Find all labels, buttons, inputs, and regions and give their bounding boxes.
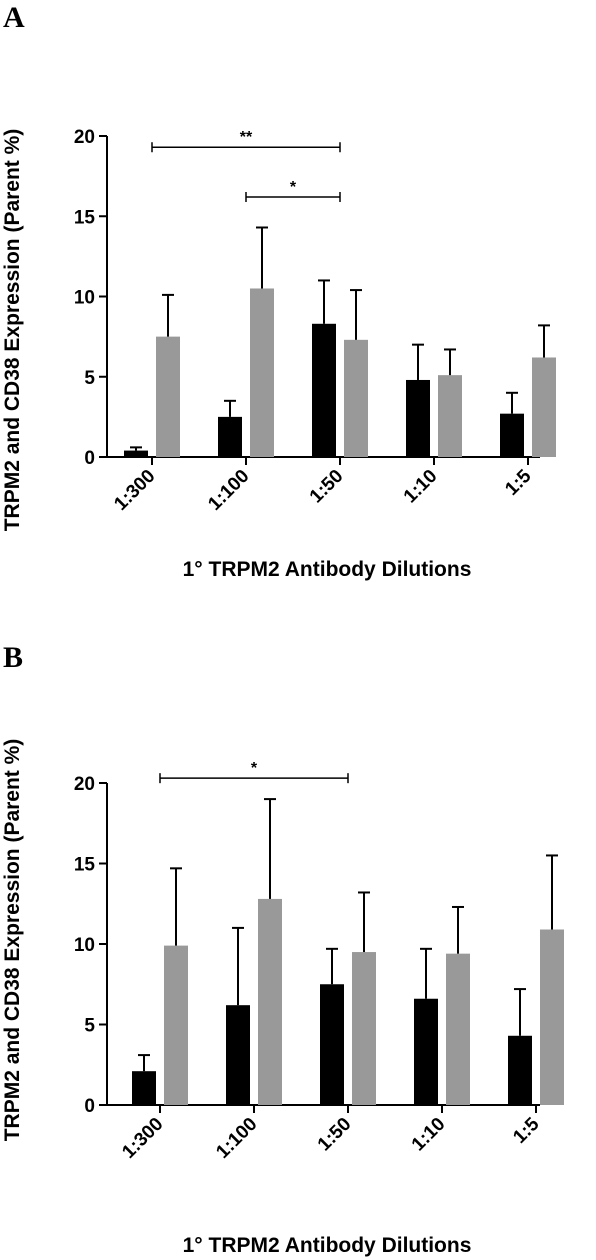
- x-tick-label: 1:300: [110, 466, 159, 515]
- panel-letter: A: [3, 1, 25, 34]
- y-tick-label: 20: [74, 774, 95, 795]
- panel-a: A TRPM2 and CD38 Expression (Parent %) 1…: [1, 1, 556, 581]
- x-tick-label: 1:50: [314, 1114, 356, 1156]
- bar: [344, 339, 368, 457]
- significance-label: **: [240, 129, 253, 146]
- panel-b: B TRPM2 and CD38 Expression (Parent %) 1…: [1, 641, 564, 1257]
- y-tick-label: 20: [74, 127, 95, 148]
- y-tick-label: 10: [74, 288, 95, 309]
- panel-letter: B: [3, 641, 23, 674]
- bar: [164, 945, 188, 1105]
- bar: [258, 898, 282, 1105]
- x-axis-label: 1° TRPM2 Antibody Dilutions: [183, 558, 472, 581]
- bar: [250, 288, 274, 457]
- x-tick-label: 1:100: [212, 1114, 261, 1163]
- x-tick-label: 1:5: [509, 1113, 544, 1148]
- y-axis-label: TRPM2 and CD38 Expression (Parent %): [1, 739, 24, 1142]
- x-tick-label: 1:5: [501, 465, 536, 500]
- significance-label: *: [251, 760, 258, 777]
- y-tick-label: 10: [74, 935, 95, 956]
- bar: [226, 1005, 250, 1105]
- x-tick-label: 1:50: [306, 466, 348, 508]
- y-tick-label: 5: [84, 368, 95, 389]
- bar: [446, 953, 470, 1105]
- significance-label: *: [290, 179, 297, 196]
- bar: [406, 379, 430, 457]
- y-tick-label: 0: [84, 1096, 95, 1117]
- bar: [124, 450, 148, 457]
- x-axis-label: 1° TRPM2 Antibody Dilutions: [183, 1234, 472, 1257]
- bar: [218, 416, 242, 457]
- x-tick-label: 1:10: [408, 1114, 450, 1156]
- x-tick-label: 1:300: [118, 1114, 167, 1163]
- bar: [540, 929, 564, 1105]
- y-tick-label: 5: [84, 1016, 95, 1037]
- x-tick-label: 1:100: [204, 466, 253, 515]
- chart-plot-area: 0 5 10 15 20 1:300 1:100 1:50 1:10 1:5 *: [74, 760, 564, 1163]
- bar: [156, 336, 180, 457]
- x-tick-label: 1:10: [400, 466, 442, 508]
- bar: [320, 984, 344, 1105]
- bar: [132, 1071, 156, 1105]
- y-tick-label: 15: [74, 855, 96, 876]
- bar: [312, 323, 336, 457]
- bar: [508, 1035, 532, 1105]
- y-tick-label: 0: [84, 448, 95, 469]
- bar: [352, 952, 376, 1105]
- y-tick-label: 15: [74, 207, 96, 228]
- bar: [532, 357, 556, 457]
- bar: [414, 998, 438, 1105]
- bar: [438, 375, 462, 457]
- y-axis-label: TRPM2 and CD38 Expression (Parent %): [1, 129, 24, 532]
- bar: [500, 413, 524, 457]
